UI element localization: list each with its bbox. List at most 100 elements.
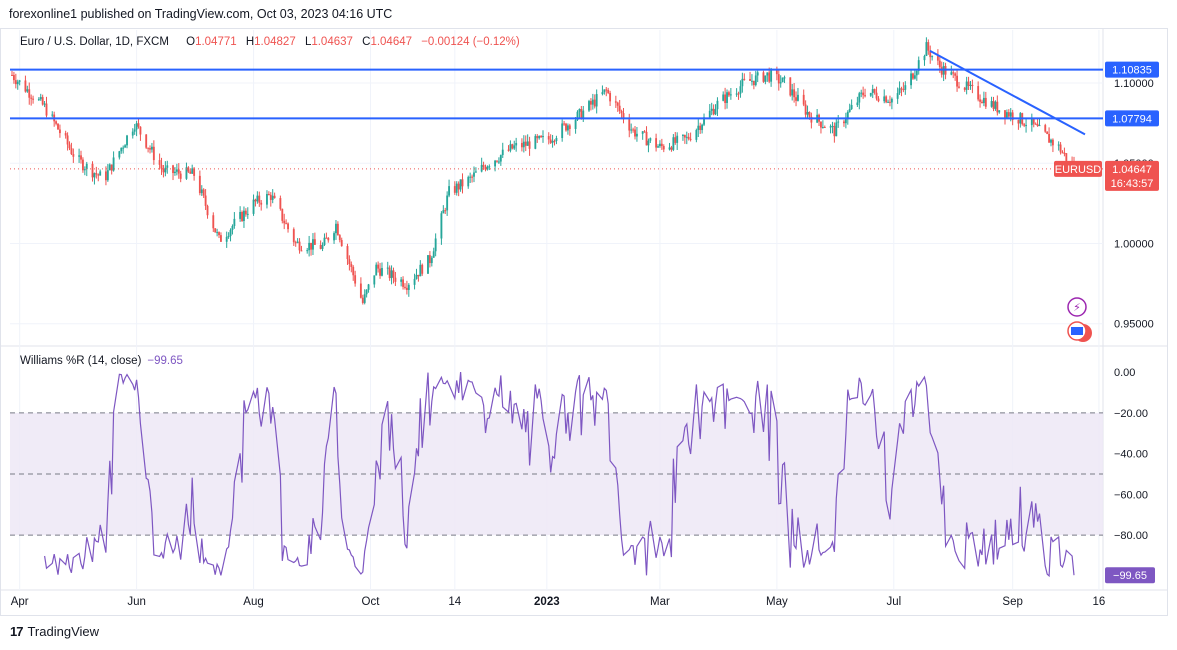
candle-body [965,81,968,90]
candle-body [994,101,997,109]
candle-body [333,233,335,241]
candle-body [795,97,797,101]
candle-body [11,74,13,76]
price-badge-countdown: 16:43:57 [1111,178,1154,190]
brand-label: TradingView [27,624,100,639]
candle-body [486,166,489,170]
candle-body [850,105,853,109]
price-tick-label: 1.10000 [1114,78,1154,90]
candle-body [244,210,247,215]
candle-body [1048,133,1051,143]
candle-body [971,84,974,87]
candle-body [982,97,985,104]
candle-body [350,264,353,267]
candle-body [729,94,732,96]
tradingview-brand[interactable]: 17 TradingView [10,624,99,639]
candle-body [902,89,905,91]
candle-body [777,74,780,84]
candle-body [1046,131,1049,134]
lightning-glyph-icon: ⚡ [1073,302,1081,314]
candle-body [308,242,311,251]
legend-close: 1.04647 [370,36,413,48]
candle-body [266,193,268,205]
candle-body [365,289,368,295]
candle-body [808,111,811,117]
candle-body [618,105,621,111]
indicator-label: Williams %R (14, close) [20,355,142,367]
candle-body [1065,153,1068,162]
candle-body [775,70,778,75]
candle-body [728,92,730,96]
candle-body [14,80,17,85]
candle-body [267,193,270,195]
legend-open-label: O [186,36,196,48]
wr-value-badge-label: −99.65 [1113,570,1147,582]
candle-body [927,42,930,51]
candle-body [963,87,966,90]
wr-tick-label: −20.00 [1114,408,1148,420]
candle-body [254,199,257,202]
candle-body [511,144,514,149]
candle-body [419,264,422,277]
candle-body [549,139,552,143]
price-badge-value: 1.04647 [1112,164,1152,176]
candle-body [243,210,245,221]
candle-body [269,194,272,200]
legend-high-label: H [245,36,255,48]
candle-body [149,148,151,150]
candle-body [695,130,698,140]
candle-body [643,131,646,133]
candle-body [1044,125,1047,132]
candle-body [271,195,274,200]
level-badge-label: 1.07794 [1112,113,1152,125]
candle-body [936,56,939,61]
candle-body [193,168,196,176]
candle-body [708,110,711,118]
candle-body [294,242,297,244]
candle-body [37,99,40,101]
candle-body [241,211,243,221]
candle-body [93,173,96,178]
candle-body [16,81,19,85]
candle-body [1011,112,1014,121]
candle-body [1051,139,1054,146]
price-tick-label: 0.95000 [1114,319,1154,331]
candle-body [377,264,380,269]
candle-body [950,72,953,75]
candle-body [751,80,753,82]
candle-body [896,93,899,99]
candle-body [844,119,847,124]
candle-body [206,205,209,216]
candle-body [555,138,558,142]
candle-body [655,138,658,148]
legend-low: 1.04637 [311,36,353,48]
candle-body [239,211,242,219]
candle-body [589,101,592,105]
candle-body [699,125,702,131]
candle-body [442,210,445,214]
candle-body [670,147,673,150]
candle-body [783,77,786,79]
candle-body [312,239,314,250]
candle-body [551,140,554,143]
candle-body [724,94,727,103]
candle-body [561,123,564,139]
candle-body [216,232,219,234]
candle-body [327,237,330,241]
candle-body [793,89,796,98]
candle-body [319,244,322,249]
candle-body [108,164,111,171]
candle-body [198,175,201,194]
candle-body [657,146,659,148]
legend-symbol: Euro / U.S. Dollar, 1D, FXCM [20,36,169,48]
candle-body [227,236,230,238]
candle-body [469,176,472,178]
candle-body [515,143,518,146]
candle-body [538,135,541,139]
candle-body [455,183,458,193]
candle-body [354,275,357,284]
candle-body [674,137,677,143]
candle-body [668,147,671,150]
candle-body [1032,119,1035,124]
